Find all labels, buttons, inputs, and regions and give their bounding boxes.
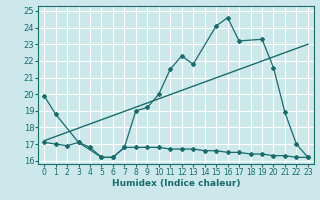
X-axis label: Humidex (Indice chaleur): Humidex (Indice chaleur) [112, 179, 240, 188]
